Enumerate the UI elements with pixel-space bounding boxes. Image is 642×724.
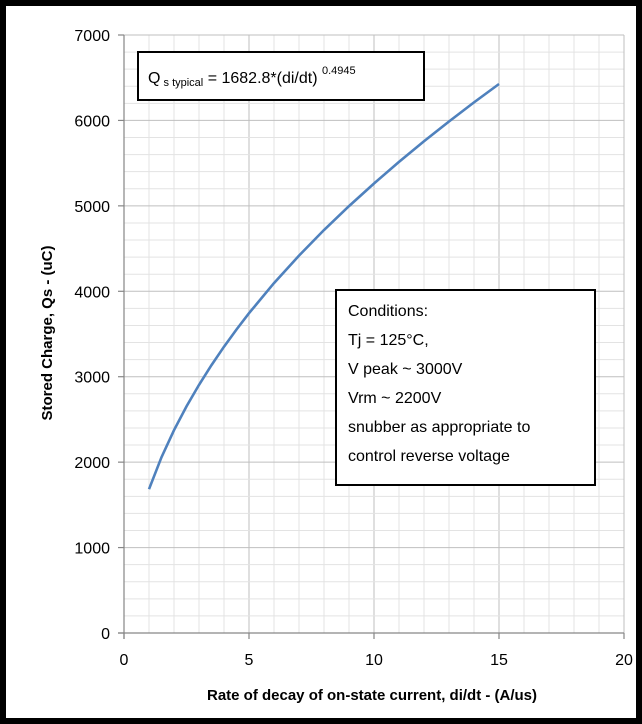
- x-tick-label: 20: [615, 652, 633, 669]
- x-tick-label: 15: [490, 652, 508, 669]
- x-tick-labels: 0 5 10 15 20: [120, 652, 633, 669]
- y-tick-label: 5000: [74, 199, 110, 216]
- stored-charge-curve: [147, 82, 500, 490]
- conditions-text: Conditions: Tj = 125°C, V peak ~ 3000V Vrm …: [348, 303, 530, 465]
- y-tick-label: 0: [101, 626, 110, 643]
- y-axis-title: Stored Charge, Qs - (uC): [39, 245, 56, 420]
- x-tick-label: 0: [120, 652, 129, 669]
- conditions-line: snubber as appropriate to: [348, 419, 530, 436]
- conditions-line: Tj = 125°C,: [348, 332, 429, 349]
- conditions-line: Vrm ~ 2200V: [348, 390, 442, 407]
- formula-box: [137, 51, 425, 101]
- axes: [118, 34, 625, 639]
- x-tick-label: 5: [245, 652, 254, 669]
- conditions-line: Conditions:: [348, 303, 428, 320]
- y-tick-labels: 0 1000 2000 3000 4000 5000 6000 7000: [74, 28, 110, 643]
- x-axis-title: Rate of decay of on-state current, di/dt…: [207, 687, 537, 704]
- conditions-box: [335, 289, 596, 486]
- y-tick-label: 2000: [74, 455, 110, 472]
- formula-text: Q s typical = 1682.8*(di/dt) 0.4945: [148, 65, 356, 89]
- formula-body: = 1682.8*(di/dt): [203, 70, 322, 87]
- x-tick-label: 10: [365, 652, 383, 669]
- conditions-line: control reverse voltage: [348, 448, 510, 465]
- y-tick-label: 7000: [74, 28, 110, 45]
- formula-exponent: 0.4945: [322, 65, 356, 77]
- formula-q: Q: [148, 70, 160, 87]
- y-tick-label: 6000: [74, 113, 110, 130]
- y-tick-label: 4000: [74, 284, 110, 301]
- conditions-line: V peak ~ 3000V: [348, 361, 463, 378]
- formula-subscript: s typical: [160, 77, 203, 89]
- y-tick-label: 1000: [74, 541, 110, 558]
- y-tick-label: 3000: [74, 370, 110, 387]
